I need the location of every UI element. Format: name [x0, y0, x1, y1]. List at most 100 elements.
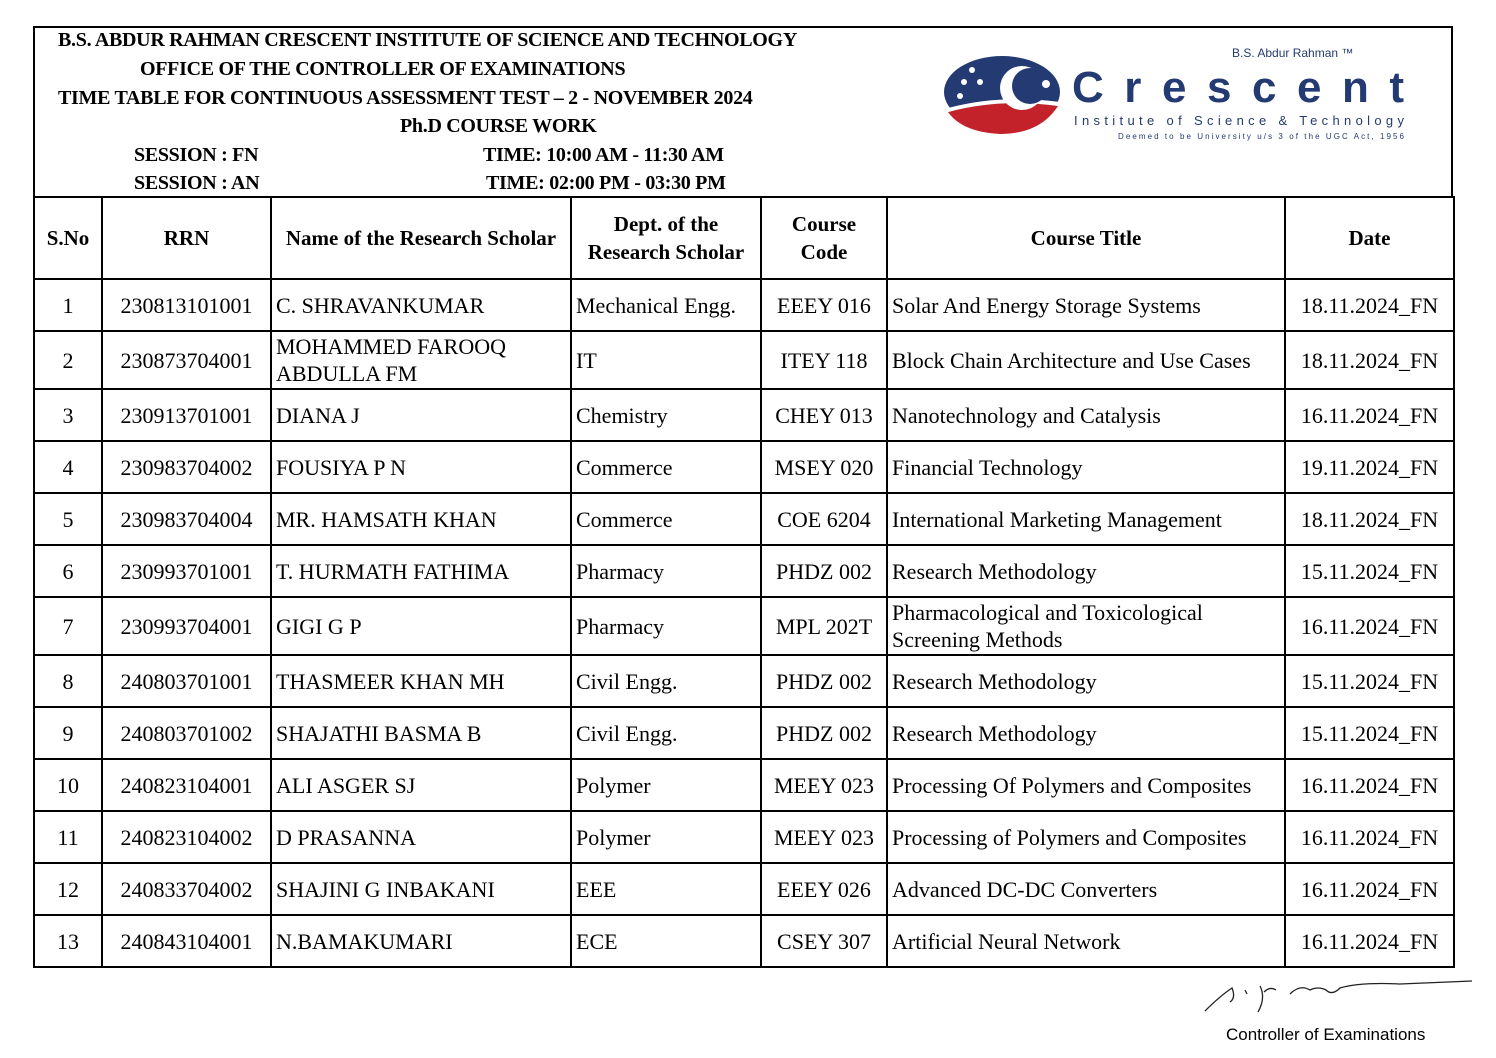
cell-date: 15.11.2024_FN [1284, 706, 1455, 760]
col-date: Date [1284, 196, 1455, 280]
cell-dept: Chemistry [570, 388, 762, 442]
cell-dept: Pharmacy [570, 596, 762, 656]
cell-sno: 3 [33, 388, 103, 442]
cell-date: 18.11.2024_FN [1284, 492, 1455, 546]
table-row: 9 240803701002 SHAJATHI BASMA B Civil Engg.… [33, 706, 1455, 760]
cell-date: 16.11.2024_FN [1284, 758, 1455, 812]
table-row: 7 230993704001 GIGI G P Pharmacy MPL 202T Pha… [33, 596, 1455, 656]
cell-course-title: Artificial Neural Network [886, 914, 1286, 968]
cell-dept: Polymer [570, 810, 762, 864]
cell-course-title: Financial Technology [886, 440, 1286, 494]
cell-course-title: Block Chain Architecture and Use Cases [886, 330, 1286, 390]
cell-course-title: Processing of Polymers and Composites [886, 810, 1286, 864]
cell-course-title: International Marketing Management [886, 492, 1286, 546]
col-dept: Dept. of the Research Scholar [570, 196, 762, 280]
cell-rrn: 240823104001 [101, 758, 272, 812]
table-row: 5 230983704004 MR. HAMSATH KHAN Commerce COE… [33, 492, 1455, 546]
cell-dept: Mechanical Engg. [570, 278, 762, 332]
cell-dept: Civil Engg. [570, 654, 762, 708]
cell-course-code: COE 6204 [760, 492, 888, 546]
cell-rrn: 240823104002 [101, 810, 272, 864]
session-an: SESSION : AN [134, 172, 260, 194]
star-icons [957, 67, 1050, 99]
table-row: 10 240823104001 ALI ASGER SJ Polymer MEEY 02… [33, 758, 1455, 812]
cell-scholar-name: SHAJINI G INBAKANI [270, 862, 572, 916]
office-name: OFFICE OF THE CONTROLLER OF EXAMINATIONS [140, 58, 626, 80]
cell-rrn: 230993704001 [101, 596, 272, 656]
cell-rrn: 240843104001 [101, 914, 272, 968]
cell-sno: 1 [33, 278, 103, 332]
table-row: 1 230813101001 C. SHRAVANKUMAR Mechanical E… [33, 278, 1455, 332]
cell-sno: 4 [33, 440, 103, 494]
cell-scholar-name: ALI ASGER SJ [270, 758, 572, 812]
cell-course-title: Advanced DC-DC Converters [886, 862, 1286, 916]
cell-course-code: PHDZ 002 [760, 654, 888, 708]
cell-date: 15.11.2024_FN [1284, 544, 1455, 598]
logo-top-text: B.S. Abdur Rahman ™ [1232, 46, 1353, 60]
cell-date: 18.11.2024_FN [1284, 278, 1455, 332]
cell-scholar-name: N.BAMAKUMARI [270, 914, 572, 968]
cell-scholar-name: T. HURMATH FATHIMA [270, 544, 572, 598]
table-row: 11 240823104002 D PRASANNA Polymer MEEY 023 P… [33, 810, 1455, 864]
cell-rrn: 230873704001 [101, 330, 272, 390]
cell-dept: Commerce [570, 440, 762, 494]
footer: Controller of Examinations [33, 968, 1473, 1058]
logo-line: Institute of Science & Technology [1074, 113, 1405, 128]
cell-scholar-name: FOUSIYA P N [270, 440, 572, 494]
cell-dept: Polymer [570, 758, 762, 812]
cell-sno: 8 [33, 654, 103, 708]
cell-date: 16.11.2024_FN [1284, 862, 1455, 916]
cell-scholar-name: DIANA J [270, 388, 572, 442]
cell-course-title: Processing Of Polymers and Composites [886, 758, 1286, 812]
institute-name: B.S. ABDUR RAHMAN CRESCENT INSTITUTE OF … [58, 29, 797, 51]
crescent-logo: B.S. Abdur Rahman ™ Crescent Institute o… [944, 46, 1405, 141]
cell-scholar-name: SHAJATHI BASMA B [270, 706, 572, 760]
document-subtitle: Ph.D COURSE WORK [400, 115, 597, 137]
cell-course-code: PHDZ 002 [760, 544, 888, 598]
cell-rrn: 240803701002 [101, 706, 272, 760]
cell-sno: 6 [33, 544, 103, 598]
cell-course-title: Pharmacological and Toxicological Screen… [886, 596, 1286, 656]
signature [1204, 980, 1473, 1013]
col-sno: S.No [33, 196, 103, 280]
cell-sno: 5 [33, 492, 103, 546]
cell-course-code: EEEY 016 [760, 278, 888, 332]
cell-course-title: Research Methodology [886, 544, 1286, 598]
cell-date: 18.11.2024_FN [1284, 330, 1455, 390]
cell-scholar-name: D PRASANNA [270, 810, 572, 864]
document-frame [33, 26, 1453, 198]
cell-rrn: 230813101001 [101, 278, 272, 332]
cell-sno: 11 [33, 810, 103, 864]
timetable: S.No RRN Name of the Research Scholar De… [33, 196, 1455, 968]
table-row: 2 230873704001 MOHAMMED FAROOQ ABDULLA FM I… [33, 330, 1455, 390]
cell-sno: 13 [33, 914, 103, 968]
cell-dept: Pharmacy [570, 544, 762, 598]
cell-course-code: CSEY 307 [760, 914, 888, 968]
cell-date: 15.11.2024_FN [1284, 654, 1455, 708]
cell-scholar-name: THASMEER KHAN MH [270, 654, 572, 708]
col-course-code: Course Code [760, 196, 888, 280]
cell-rrn: 230913701001 [101, 388, 272, 442]
cell-sno: 9 [33, 706, 103, 760]
table-row: 13 240843104001 N.BAMAKUMARI ECE CSEY 307 Art… [33, 914, 1455, 968]
session-fn: SESSION : FN [134, 144, 259, 166]
cell-dept: EEE [570, 862, 762, 916]
time-fn: TIME: 10:00 AM - 11:30 AM [483, 144, 724, 166]
cell-date: 16.11.2024_FN [1284, 810, 1455, 864]
table-row: 3 230913701001 DIANA J Chemistry CHEY 013 Nan… [33, 388, 1455, 442]
col-rrn: RRN [101, 196, 272, 280]
table-row: 12 240833704002 SHAJINI G INBAKANI EEE EEEY … [33, 862, 1455, 916]
cell-course-code: MEEY 023 [760, 758, 888, 812]
cell-date: 16.11.2024_FN [1284, 914, 1455, 968]
logo-small: Deemed to be University u/s 3 of the UGC… [1118, 132, 1405, 141]
cell-course-title: Research Methodology [886, 654, 1286, 708]
cell-rrn: 230983704004 [101, 492, 272, 546]
col-course-title: Course Title [886, 196, 1286, 280]
cell-rrn: 240803701001 [101, 654, 272, 708]
cell-course-code: EEEY 026 [760, 862, 888, 916]
content: S.No RRN Name of the Research Scholar De… [33, 196, 1473, 1058]
table-header-row: S.No RRN Name of the Research Scholar De… [33, 196, 1455, 280]
cell-course-code: PHDZ 002 [760, 706, 888, 760]
cell-dept: Civil Engg. [570, 706, 762, 760]
table-row: 6 230993701001 T. HURMATH FATHIMA Pharmacy P… [33, 544, 1455, 598]
